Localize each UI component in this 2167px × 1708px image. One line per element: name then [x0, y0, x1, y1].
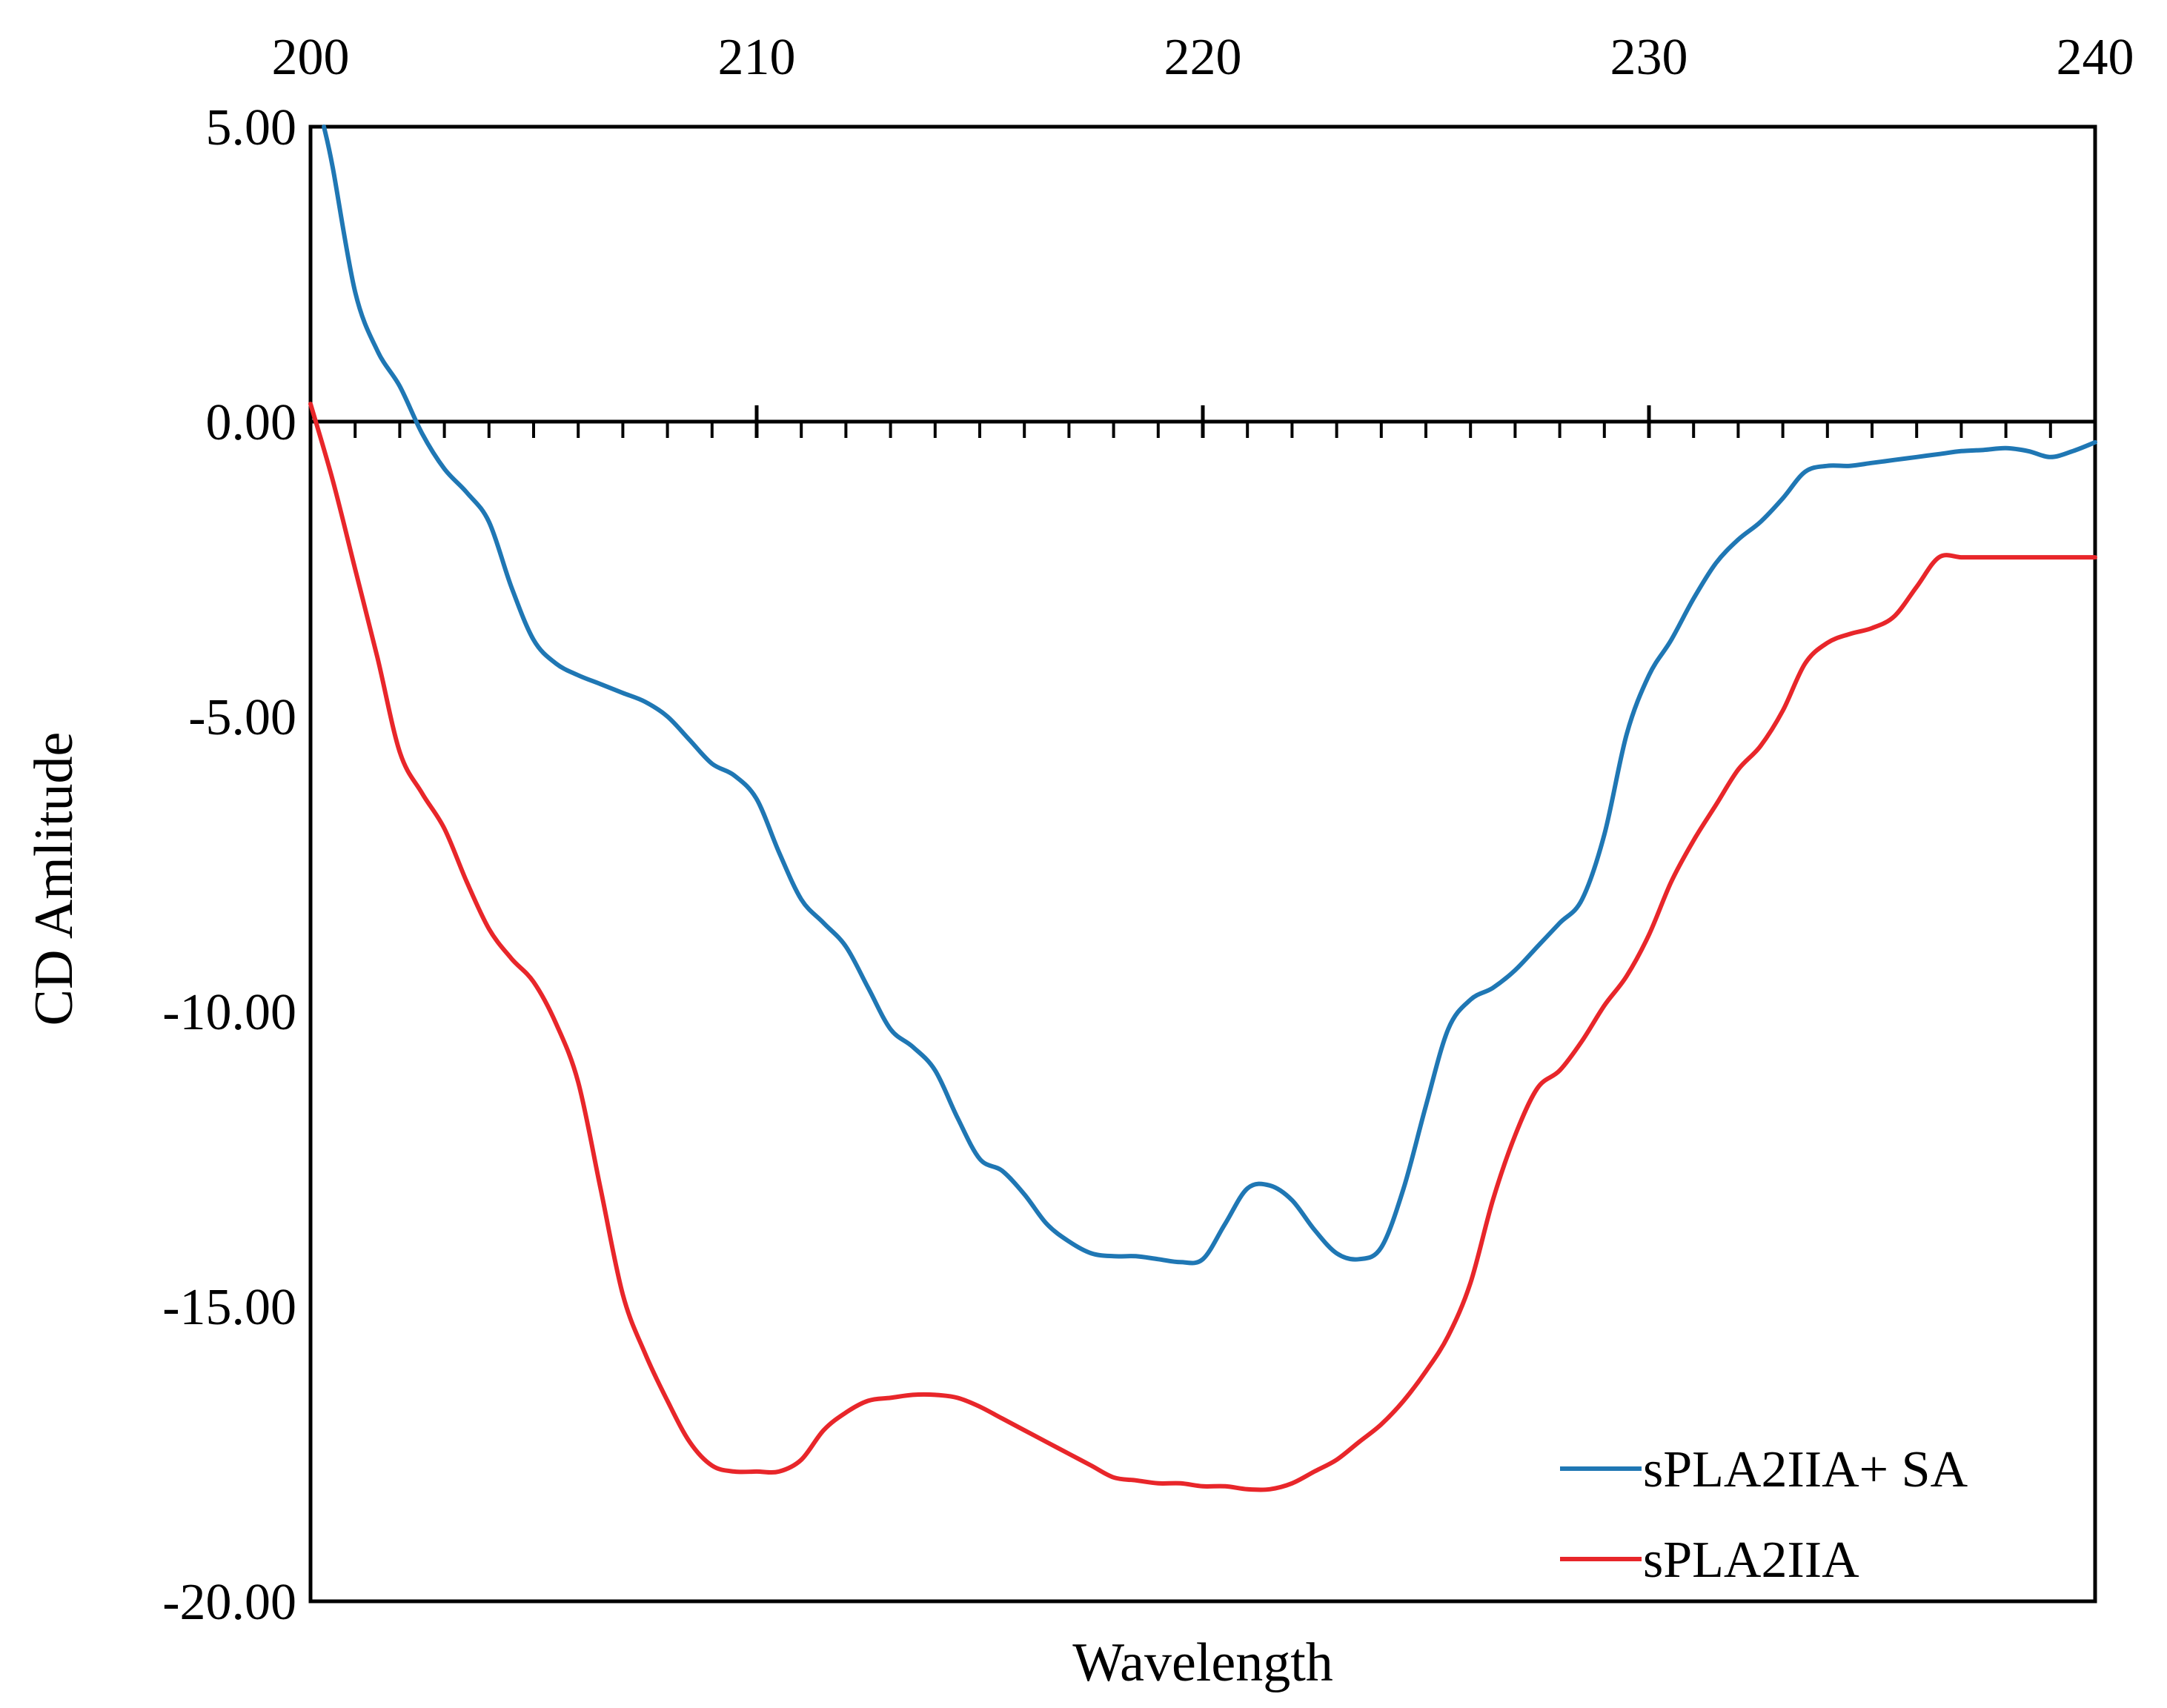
y-tick-label: -10.00 [162, 984, 296, 1041]
plot-frame [308, 124, 2097, 1604]
y-tick-label: -5.00 [188, 689, 296, 746]
x-tick-label: 230 [1610, 29, 1688, 86]
y-tick-label: 5.00 [206, 99, 297, 156]
legend-label: sPLA2IIA [1643, 1532, 1859, 1589]
legend: sPLA2IIA+ SA sPLA2IIA [1560, 1441, 1968, 1589]
x-tick-label: 210 [718, 29, 796, 86]
x-tick-label: 220 [1164, 29, 1242, 86]
series-line-splaiia-sa [322, 124, 2097, 1266]
x-major-ticks [754, 405, 1651, 438]
legend-label: sPLA2IIA+ SA [1643, 1441, 1968, 1498]
x-tick-label: 240 [2057, 29, 2134, 86]
y-tick-labels: 5.00 0.00 -5.00 -10.00 -15.00 -20.00 [162, 99, 296, 1631]
y-tick-label: -15.00 [162, 1279, 296, 1336]
x-tick-labels: 200 210 220 230 240 [272, 29, 2134, 86]
plot-area [308, 124, 2097, 1604]
x-axis-title: Wavelength [1072, 1632, 1333, 1693]
x-minor-ticks [354, 422, 2052, 438]
x-tick-label: 200 [272, 29, 350, 86]
series-layer [308, 124, 2097, 1492]
series-line-splaiia [308, 402, 2097, 1492]
y-tick-label: -20.00 [162, 1574, 296, 1631]
y-tick-label: 0.00 [206, 394, 297, 451]
y-axis-title: CD Amlitude [24, 732, 84, 1026]
